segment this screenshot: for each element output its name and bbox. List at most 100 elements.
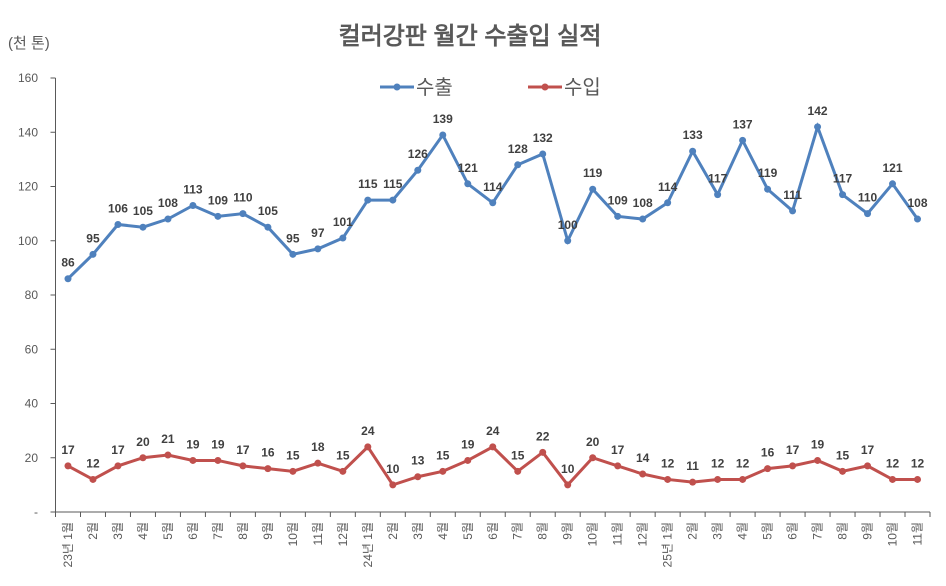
series-import: 17 12 17 20 21 19 19 17 16 15 18 15 24 10 13 15 19 24 15 22… <box>61 424 925 489</box>
data-point <box>439 467 447 475</box>
data-label: 17 <box>611 443 625 457</box>
data-label: 101 <box>333 215 353 229</box>
data-label: 121 <box>883 161 903 175</box>
data-point <box>339 234 347 242</box>
data-point <box>239 210 247 218</box>
x-tick-label: 3월 <box>411 522 425 540</box>
data-point <box>689 478 697 486</box>
data-label: 19 <box>811 437 825 451</box>
y-tick-label: 40 <box>25 397 39 411</box>
data-point <box>539 448 547 456</box>
data-point <box>139 223 147 231</box>
data-point <box>889 475 897 483</box>
data-label: 117 <box>833 172 853 186</box>
data-point <box>589 185 597 193</box>
data-label: 18 <box>311 440 325 454</box>
data-label: 12 <box>736 456 750 470</box>
data-point <box>864 210 872 218</box>
x-tick-label: 8월 <box>536 522 550 540</box>
data-point <box>764 465 772 473</box>
data-label: 114 <box>483 180 503 194</box>
data-point <box>414 166 422 174</box>
data-label: 10 <box>561 462 575 476</box>
data-point <box>139 454 147 462</box>
data-label: 19 <box>186 437 200 451</box>
data-label: 119 <box>583 166 603 180</box>
data-point <box>164 451 172 459</box>
x-tick-label: 7월 <box>511 522 525 540</box>
axes: - 20 40 60 80 100 120 140 160 23년 1월 2월 3월 4월 5월 6월 7월 8… <box>18 71 931 567</box>
data-point <box>914 215 922 223</box>
data-label: 105 <box>133 204 153 218</box>
x-tick-label: 5월 <box>761 522 775 540</box>
x-tick-label: 11월 <box>611 522 625 546</box>
data-label: 16 <box>261 446 275 460</box>
y-tick-label: 140 <box>18 125 38 139</box>
data-label: 19 <box>461 437 475 451</box>
legend-label: 수입 <box>564 76 601 99</box>
data-point <box>89 250 97 258</box>
data-point <box>814 123 822 131</box>
data-point <box>364 196 372 204</box>
data-label: 126 <box>408 147 428 161</box>
data-label: 95 <box>86 231 100 245</box>
data-label: 121 <box>458 161 478 175</box>
data-label: 15 <box>286 448 300 462</box>
x-tick-label: 2월 <box>386 522 400 540</box>
x-tick-label: 12월 <box>336 522 350 546</box>
y-tick-label: 100 <box>18 234 38 248</box>
chart-title: 컬러강판 월간 수출입 실적 <box>339 23 602 50</box>
y-axis-unit-label: (천 톤) <box>8 35 50 52</box>
data-point <box>839 467 847 475</box>
x-tick-label: 4월 <box>436 522 450 540</box>
y-tick-label: - <box>34 505 38 519</box>
y-tick-label: 20 <box>25 451 39 465</box>
data-label: 105 <box>258 204 278 218</box>
data-point <box>914 475 922 483</box>
data-point <box>614 212 622 220</box>
data-label: 109 <box>208 193 228 207</box>
data-label: 20 <box>586 435 600 449</box>
data-point <box>114 220 122 228</box>
data-label: 100 <box>558 218 578 232</box>
x-tick-label: 10월 <box>286 522 300 546</box>
x-tick-label: 24년 1월 <box>361 522 375 567</box>
x-tick-label: 6월 <box>486 522 500 540</box>
data-point <box>239 462 247 470</box>
data-label: 17 <box>786 443 800 457</box>
data-point <box>389 196 397 204</box>
x-tick-label: 9월 <box>561 522 575 540</box>
data-point <box>64 462 72 470</box>
data-label: 97 <box>311 226 325 240</box>
data-label: 21 <box>161 432 175 446</box>
data-point <box>839 191 847 199</box>
data-label: 110 <box>233 191 253 205</box>
x-tick-label: 7월 <box>211 522 225 540</box>
data-point <box>364 443 372 451</box>
data-label: 20 <box>136 435 150 449</box>
data-point <box>664 199 672 207</box>
data-label: 12 <box>661 456 675 470</box>
data-point <box>739 136 747 144</box>
data-label: 133 <box>683 128 703 142</box>
x-tick-label: 5월 <box>461 522 475 540</box>
data-point <box>89 475 97 483</box>
data-label: 17 <box>236 443 250 457</box>
x-tick-label: 10월 <box>886 522 900 546</box>
data-point <box>564 237 572 245</box>
data-point <box>64 275 72 283</box>
x-tick-label: 11월 <box>311 522 325 546</box>
data-label: 109 <box>608 193 628 207</box>
data-label: 114 <box>658 180 678 194</box>
x-tick-label: 23년 1월 <box>61 522 75 567</box>
x-tick-label: 3월 <box>711 522 725 540</box>
data-point <box>439 131 447 139</box>
data-label: 13 <box>411 454 425 468</box>
data-label: 22 <box>536 429 550 443</box>
data-point <box>214 212 222 220</box>
x-tick-label: 6월 <box>786 522 800 540</box>
data-point <box>714 191 722 199</box>
data-point <box>689 147 697 155</box>
data-point <box>614 462 622 470</box>
